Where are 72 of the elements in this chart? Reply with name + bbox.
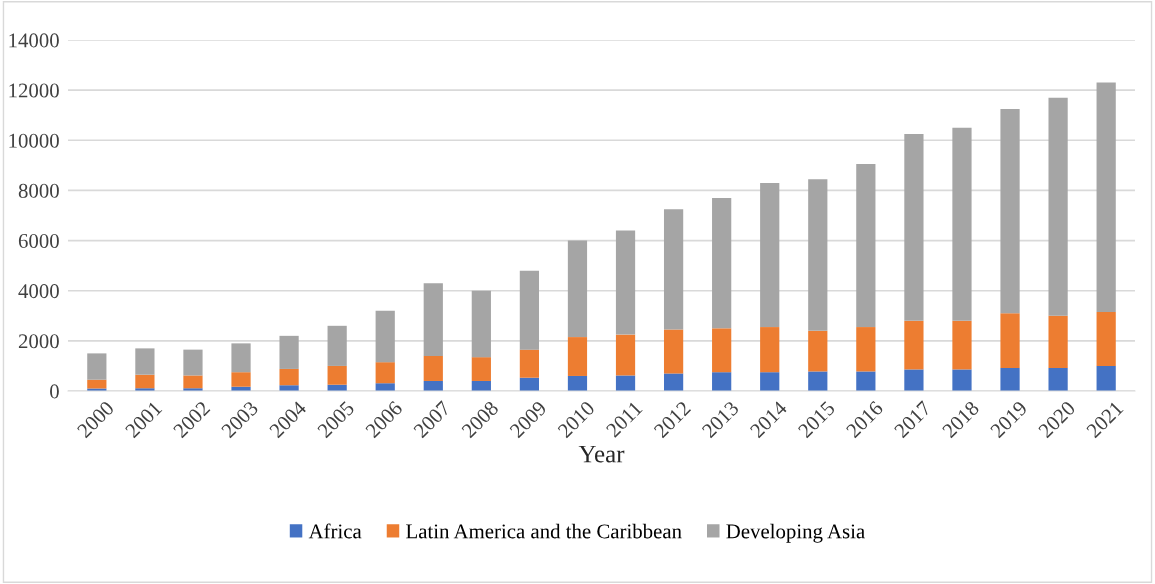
bar bbox=[1048, 367, 1068, 391]
bar bbox=[615, 375, 636, 391]
bar bbox=[423, 355, 443, 381]
bar bbox=[135, 348, 155, 375]
x-tick-label: 2001 bbox=[124, 400, 163, 439]
x-axis-title: Year bbox=[578, 445, 625, 463]
legend-label: Latin America and the Caribbean bbox=[406, 523, 682, 539]
bar bbox=[1048, 97, 1068, 316]
bar bbox=[712, 372, 732, 391]
bar bbox=[615, 230, 636, 335]
bar bbox=[856, 371, 876, 391]
bar bbox=[760, 182, 780, 328]
legend-label: Africa bbox=[308, 523, 362, 539]
bar bbox=[87, 353, 107, 380]
y-tick-label: 14000 bbox=[9, 33, 59, 48]
bar bbox=[952, 320, 972, 370]
y-tick-label: 6000 bbox=[18, 233, 59, 248]
bar bbox=[808, 371, 828, 391]
bar bbox=[712, 328, 732, 373]
bar bbox=[327, 365, 347, 385]
bar bbox=[808, 330, 828, 372]
bar bbox=[1096, 365, 1116, 391]
bar bbox=[423, 283, 443, 356]
bar bbox=[663, 329, 684, 374]
bar bbox=[567, 240, 588, 338]
bar bbox=[856, 327, 876, 372]
bar bbox=[760, 327, 780, 373]
bar bbox=[471, 357, 491, 381]
y-tick-label: 12000 bbox=[9, 83, 59, 98]
bar bbox=[1096, 82, 1116, 313]
y-tick-label: 0 bbox=[50, 384, 59, 399]
bar bbox=[663, 209, 684, 330]
bar bbox=[1000, 313, 1020, 368]
bar bbox=[231, 372, 251, 387]
bar bbox=[567, 337, 588, 376]
bar bbox=[615, 334, 636, 376]
bar bbox=[952, 369, 972, 391]
bar bbox=[1000, 108, 1020, 314]
bar bbox=[952, 127, 972, 321]
bar bbox=[1000, 367, 1020, 391]
x-tick-label: 2021 bbox=[1085, 400, 1124, 439]
bar bbox=[279, 368, 299, 386]
bar bbox=[904, 134, 924, 321]
bar bbox=[471, 290, 491, 358]
bar bbox=[231, 343, 251, 373]
bar bbox=[712, 197, 732, 329]
bar bbox=[279, 335, 299, 369]
bar bbox=[519, 349, 540, 378]
bar bbox=[375, 310, 395, 363]
bar bbox=[1048, 315, 1068, 368]
bar bbox=[519, 270, 540, 350]
x-tick-label: 2011 bbox=[605, 400, 643, 438]
bar bbox=[808, 179, 828, 331]
y-tick-label: 2000 bbox=[18, 334, 59, 349]
bar bbox=[135, 374, 155, 389]
bar bbox=[375, 362, 395, 384]
bar bbox=[279, 385, 299, 391]
bar bbox=[663, 373, 684, 391]
y-tick-label: 10000 bbox=[9, 133, 59, 148]
bar bbox=[567, 375, 588, 391]
bar bbox=[183, 349, 203, 376]
bar bbox=[1096, 312, 1116, 366]
legend-label: Developing Asia bbox=[726, 523, 865, 543]
y-tick-label: 4000 bbox=[18, 284, 59, 299]
bar bbox=[327, 325, 347, 366]
bar bbox=[760, 372, 780, 391]
bar bbox=[183, 375, 203, 389]
bar bbox=[87, 379, 107, 389]
bar bbox=[904, 369, 924, 391]
bar bbox=[856, 164, 876, 328]
y-tick-label: 8000 bbox=[18, 183, 59, 198]
bar bbox=[904, 320, 924, 370]
